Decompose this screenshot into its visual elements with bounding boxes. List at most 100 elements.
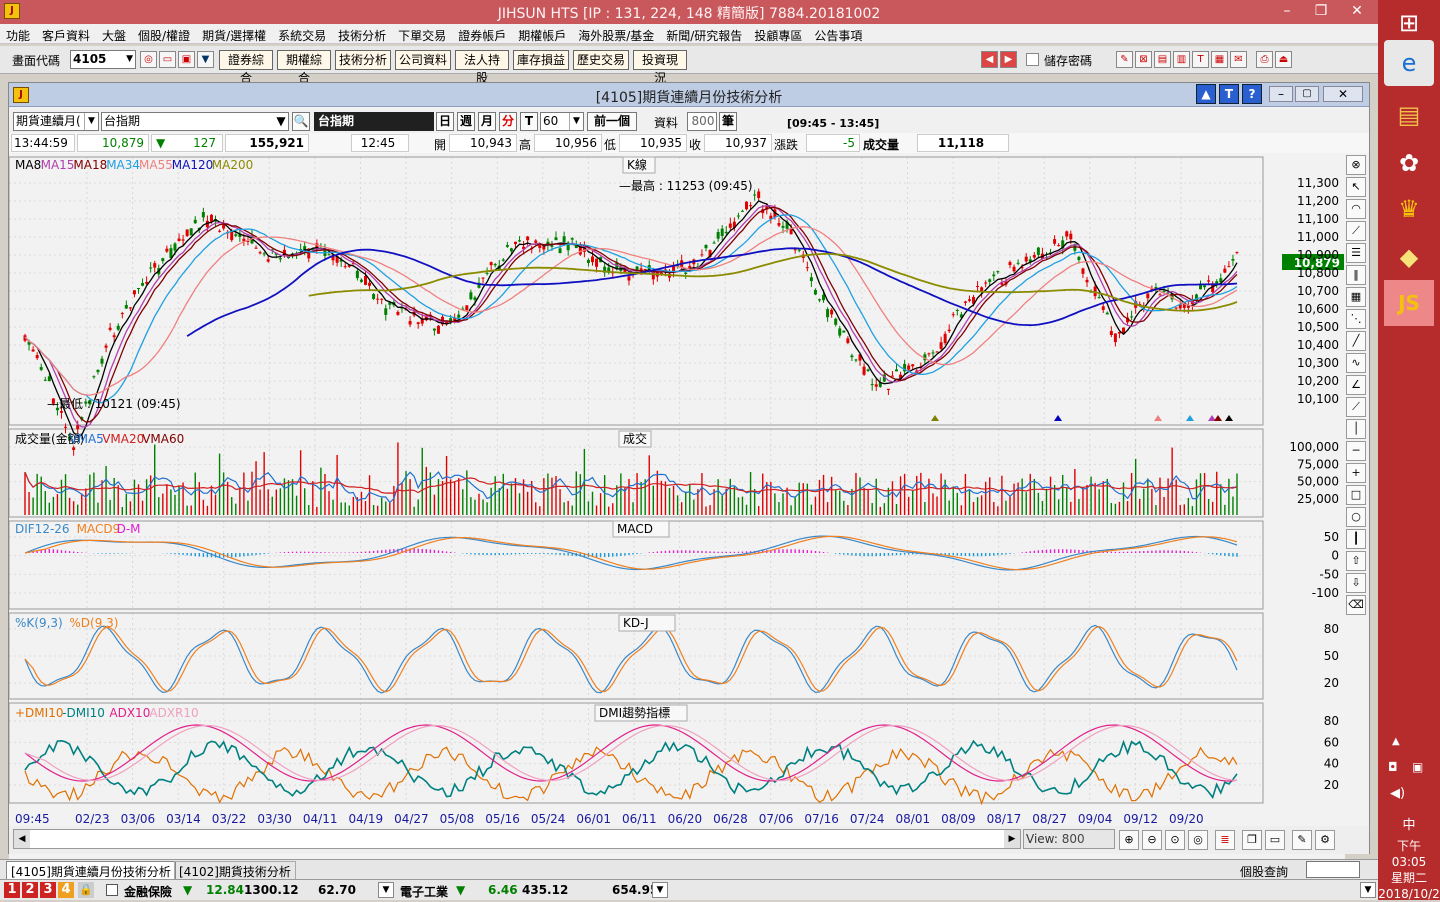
- vline-icon[interactable]: │: [1346, 419, 1366, 439]
- menu-customer[interactable]: 客戶資料: [42, 29, 91, 43]
- tab-4105[interactable]: [4105]期貨連續月份技術分析: [6, 861, 176, 881]
- menu-fut-account[interactable]: 期權帳戶: [518, 29, 567, 43]
- maximize-button[interactable]: ❐: [1314, 3, 1328, 19]
- menu-market[interactable]: 大盤: [102, 29, 127, 43]
- sector2-dropdown-icon[interactable]: ▼: [652, 882, 668, 898]
- ime-indicator[interactable]: 中: [1402, 818, 1416, 833]
- page-4-button[interactable]: 4: [58, 882, 74, 898]
- code-dropdown-icon[interactable]: ▼: [126, 54, 133, 64]
- contract-dropdown-icon[interactable]: ▼: [84, 113, 98, 130]
- menu-tech-analysis[interactable]: 技術分析: [338, 29, 387, 43]
- rect-icon[interactable]: □: [1346, 485, 1366, 505]
- interval-dropdown-icon[interactable]: ▼: [569, 113, 583, 130]
- volume-icon[interactable]: ◀): [1390, 786, 1406, 801]
- btn-institutional[interactable]: 法人持股: [455, 50, 509, 85]
- period-minute[interactable]: 分: [499, 112, 517, 131]
- lock-status-icon[interactable]: 🔒: [78, 882, 94, 898]
- scroll-left-icon[interactable]: ◀: [14, 830, 30, 848]
- stock-search-input[interactable]: [1306, 861, 1360, 878]
- cancel-draw-icon[interactable]: ⊗: [1346, 155, 1366, 175]
- prev-red-icon[interactable]: ◀: [981, 51, 998, 68]
- menu-system-trade[interactable]: 系統交易: [278, 29, 327, 43]
- code-input[interactable]: 4105 ▼: [70, 50, 136, 69]
- arrow-down-icon[interactable]: ⇩: [1346, 573, 1366, 593]
- btn-history[interactable]: 歷史交易: [573, 50, 629, 70]
- window-icon[interactable]: ▭: [159, 51, 176, 68]
- period-tick[interactable]: T: [520, 112, 538, 131]
- period-day[interactable]: 日: [436, 112, 454, 131]
- menu-announcements[interactable]: 公告事項: [814, 29, 863, 43]
- print-icon[interactable]: ⎙: [1256, 51, 1273, 68]
- pen-icon[interactable]: ✎: [1292, 830, 1312, 850]
- tab-4102[interactable]: [4102]期貨技術分析: [174, 861, 296, 881]
- system-clock[interactable]: 下午 03:05 星期二 2018/10/2: [1378, 838, 1440, 902]
- crown-app-icon[interactable]: ♛: [1398, 195, 1420, 223]
- page-3-button[interactable]: 3: [40, 882, 56, 898]
- tool-icon-7[interactable]: ✉: [1230, 51, 1247, 68]
- hlines-icon[interactable]: ☰: [1346, 243, 1366, 263]
- zoom-in-icon[interactable]: ⊕: [1119, 830, 1139, 850]
- lock-icon[interactable]: ▣: [178, 51, 195, 68]
- btn-investment[interactable]: 投資現況: [633, 50, 687, 85]
- exit-icon[interactable]: ⏏: [1275, 51, 1292, 68]
- sector1-dropdown-icon[interactable]: ▼: [378, 882, 394, 898]
- btn-tech[interactable]: 技術分析: [335, 50, 391, 70]
- ie-browser-icon[interactable]: e: [1384, 40, 1434, 86]
- zoom-out-icon[interactable]: ⊖: [1142, 830, 1162, 850]
- chart-minimize-button[interactable]: –: [1269, 86, 1293, 102]
- hline-icon[interactable]: ─: [1346, 441, 1366, 461]
- arc-icon[interactable]: ◠: [1346, 199, 1366, 219]
- window-list-icon[interactable]: ▭: [1265, 830, 1285, 850]
- tray-app-icon[interactable]: ◘: [1388, 760, 1398, 774]
- period-month[interactable]: 月: [478, 112, 496, 131]
- windows-start-icon[interactable]: ⊞: [1398, 9, 1420, 37]
- file-explorer-icon[interactable]: ▤: [1397, 101, 1421, 129]
- chart-close-button[interactable]: ✕: [1323, 86, 1363, 102]
- tool-icon-1[interactable]: ✎: [1116, 51, 1133, 68]
- help-icon[interactable]: ?: [1242, 84, 1262, 104]
- menu-overseas[interactable]: 海外股票/基金: [578, 29, 655, 43]
- arrow-up-icon[interactable]: ⇧: [1346, 551, 1366, 571]
- grid-icon[interactable]: ▦: [1346, 287, 1366, 307]
- unit-button[interactable]: 筆: [719, 112, 737, 131]
- eraser-icon[interactable]: ⌫: [1346, 595, 1366, 615]
- wave-icon[interactable]: ∿: [1346, 353, 1366, 373]
- tool-icon-5[interactable]: T: [1192, 51, 1209, 68]
- crosshair-icon[interactable]: +: [1346, 463, 1366, 483]
- fan-icon[interactable]: ⋱: [1346, 309, 1366, 329]
- pointer-icon[interactable]: ↖: [1346, 177, 1366, 197]
- menu-function[interactable]: 功能: [6, 29, 31, 43]
- contract-select[interactable]: 期貨連續月(▼: [13, 112, 99, 131]
- symbol-dropdown-icon[interactable]: ▼: [276, 114, 286, 128]
- settings-gear-icon[interactable]: ⚙: [1315, 830, 1335, 850]
- symbol-search-icon[interactable]: 🔍: [292, 112, 310, 131]
- up-arrow-icon[interactable]: ▲: [1196, 84, 1216, 104]
- tool-icon-6[interactable]: ▦: [1211, 51, 1228, 68]
- symbol-select[interactable]: 台指期 ▼: [101, 112, 289, 131]
- ellipse-icon[interactable]: ○: [1346, 507, 1366, 527]
- indicator-icon[interactable]: ≣: [1215, 830, 1235, 850]
- trendline-icon[interactable]: ⟋: [1346, 221, 1366, 241]
- network-icon[interactable]: ▣: [1412, 760, 1424, 774]
- segment-icon[interactable]: ⟋: [1346, 397, 1366, 417]
- chart-restore-button[interactable]: ▢: [1295, 86, 1319, 102]
- tool-icon-2[interactable]: ⊠: [1135, 51, 1152, 68]
- save-password-checkbox[interactable]: [1026, 53, 1039, 66]
- next-red-icon[interactable]: ▶: [1000, 51, 1017, 68]
- jihsun-hts-icon[interactable]: JS: [1384, 280, 1434, 326]
- angle-icon[interactable]: ∠: [1346, 375, 1366, 395]
- zoom-fit-icon[interactable]: ⊙: [1165, 830, 1185, 850]
- chart-scrollbar[interactable]: ◀ ▶: [13, 829, 1021, 849]
- zoom-reset-icon[interactable]: ◎: [1188, 830, 1208, 850]
- page-1-button[interactable]: 1: [4, 882, 20, 898]
- btn-inventory[interactable]: 庫存損益: [513, 50, 569, 70]
- menu-order[interactable]: 下單交易: [398, 29, 447, 43]
- page-2-button[interactable]: 2: [22, 882, 38, 898]
- menu-stocks[interactable]: 個股/權證: [138, 29, 191, 43]
- prev-button[interactable]: 前一個: [587, 112, 637, 131]
- dropdown-icon[interactable]: ▼: [197, 51, 214, 68]
- menu-advisor[interactable]: 投顧專區: [754, 29, 803, 43]
- ticker-checkbox[interactable]: [106, 884, 118, 896]
- paint-icon[interactable]: ✿: [1398, 149, 1420, 177]
- data-count-input[interactable]: 800: [687, 112, 717, 131]
